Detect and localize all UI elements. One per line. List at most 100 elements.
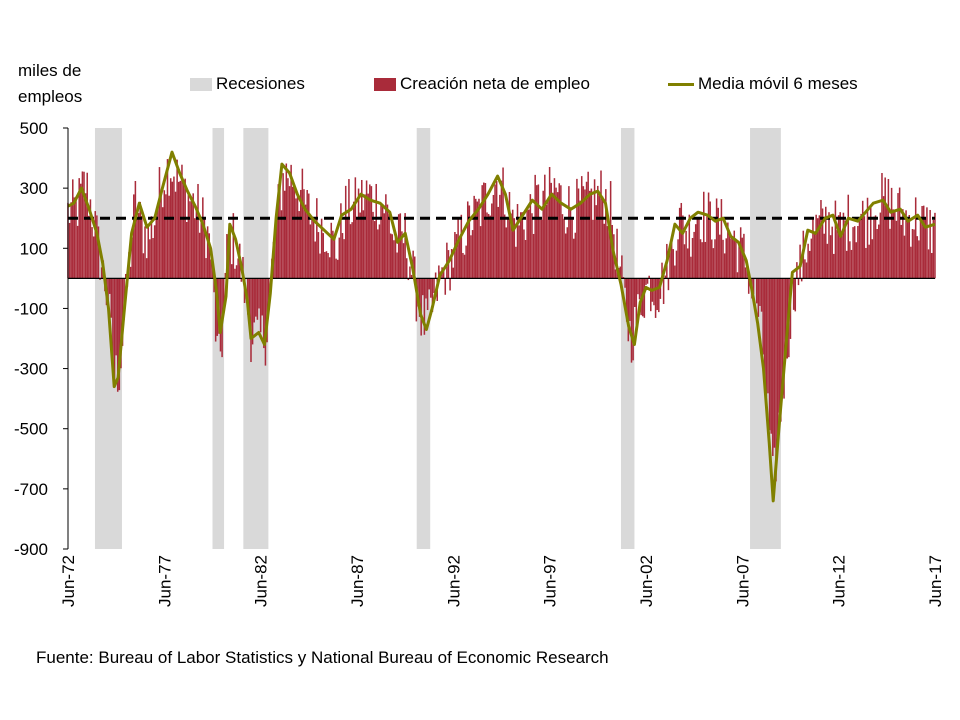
job-bar — [783, 278, 785, 399]
job-bar — [372, 211, 374, 279]
job-bar — [873, 216, 875, 279]
job-bar — [325, 251, 328, 279]
job-bar — [197, 183, 199, 279]
job-bar — [190, 200, 193, 279]
job-bar — [169, 178, 172, 279]
job-bar — [686, 248, 689, 279]
job-bar — [356, 219, 358, 279]
job-bar — [438, 265, 440, 279]
job-bar — [537, 184, 540, 279]
job-bar — [444, 278, 447, 295]
job-bar — [775, 278, 777, 482]
job-bar — [450, 249, 453, 279]
job-bar — [632, 278, 634, 361]
job-bar — [685, 230, 687, 279]
job-bar — [108, 278, 111, 294]
job-bar — [910, 246, 912, 279]
job-bar — [393, 240, 395, 279]
job-bar — [251, 278, 254, 345]
job-bar — [874, 215, 877, 279]
job-bar — [234, 268, 236, 279]
job-bar — [462, 252, 464, 279]
job-bar — [523, 229, 525, 279]
job-bar — [303, 189, 305, 279]
job-bar — [694, 224, 697, 279]
job-bar — [850, 249, 853, 279]
job-bar — [605, 189, 607, 279]
job-bar — [174, 191, 177, 279]
job-bar — [78, 178, 80, 279]
job-bar — [475, 198, 477, 279]
job-bar — [597, 185, 599, 279]
job-bar — [113, 278, 116, 382]
job-bar — [556, 192, 559, 279]
x-tick-label: Jun-92 — [444, 555, 463, 607]
job-bar — [833, 253, 835, 279]
job-bar — [544, 174, 546, 279]
job-bar — [134, 180, 137, 279]
legend-bars-swatch — [374, 77, 396, 91]
job-bar — [706, 216, 708, 279]
job-bar — [192, 193, 194, 279]
job-bar — [465, 245, 467, 279]
job-bar — [564, 233, 567, 279]
job-bar — [918, 240, 920, 279]
job-bar — [83, 171, 85, 279]
job-bar — [635, 278, 638, 329]
x-tick-label: Jun-12 — [830, 555, 849, 607]
job-bar — [808, 250, 811, 279]
y-axis-title: miles de empleos — [18, 58, 82, 110]
job-bar — [293, 188, 296, 279]
job-bar — [601, 196, 604, 279]
legend-line-swatch — [668, 82, 694, 86]
job-bar — [96, 215, 98, 279]
job-bar — [805, 262, 808, 279]
y-tick-label: -300 — [14, 360, 48, 379]
job-bar — [837, 215, 840, 279]
job-bar — [399, 213, 402, 279]
job-bar — [168, 195, 170, 279]
job-bar — [834, 200, 837, 279]
job-bar — [343, 239, 345, 279]
job-bar — [394, 236, 397, 279]
job-bar — [577, 188, 580, 279]
job-bar — [288, 186, 291, 279]
job-bar — [163, 190, 166, 279]
job-bar — [158, 167, 161, 279]
job-bar — [630, 278, 633, 363]
job-bar — [572, 238, 575, 279]
job-bar — [728, 234, 731, 279]
job-bar — [370, 186, 373, 279]
job-bar — [375, 183, 377, 279]
job-bar — [532, 233, 535, 279]
job-bar — [616, 228, 618, 279]
job-bar — [702, 191, 705, 279]
job-bar — [319, 253, 321, 279]
job-bar — [147, 224, 150, 279]
job-bar — [516, 204, 519, 279]
job-bar — [466, 201, 469, 279]
job-bar — [365, 180, 368, 279]
job-bar — [555, 187, 557, 279]
job-bar — [589, 190, 591, 279]
job-bar — [548, 167, 551, 279]
job-bar — [882, 196, 885, 279]
job-bar — [283, 190, 286, 279]
job-bar — [571, 218, 573, 279]
job-bar — [690, 256, 692, 279]
job-bar — [815, 214, 817, 279]
job-bar — [354, 177, 357, 279]
job-bar — [385, 194, 387, 279]
job-bar — [232, 213, 235, 279]
job-bar — [72, 179, 74, 279]
job-bar — [396, 252, 398, 279]
job-bar — [720, 199, 723, 279]
job-bar — [561, 214, 564, 279]
job-bar — [222, 278, 225, 307]
job-bar — [696, 218, 699, 279]
job-bar — [120, 278, 122, 369]
job-bar — [176, 159, 178, 279]
job-bar — [425, 278, 427, 299]
job-bar — [813, 231, 816, 279]
job-bar — [454, 232, 456, 279]
